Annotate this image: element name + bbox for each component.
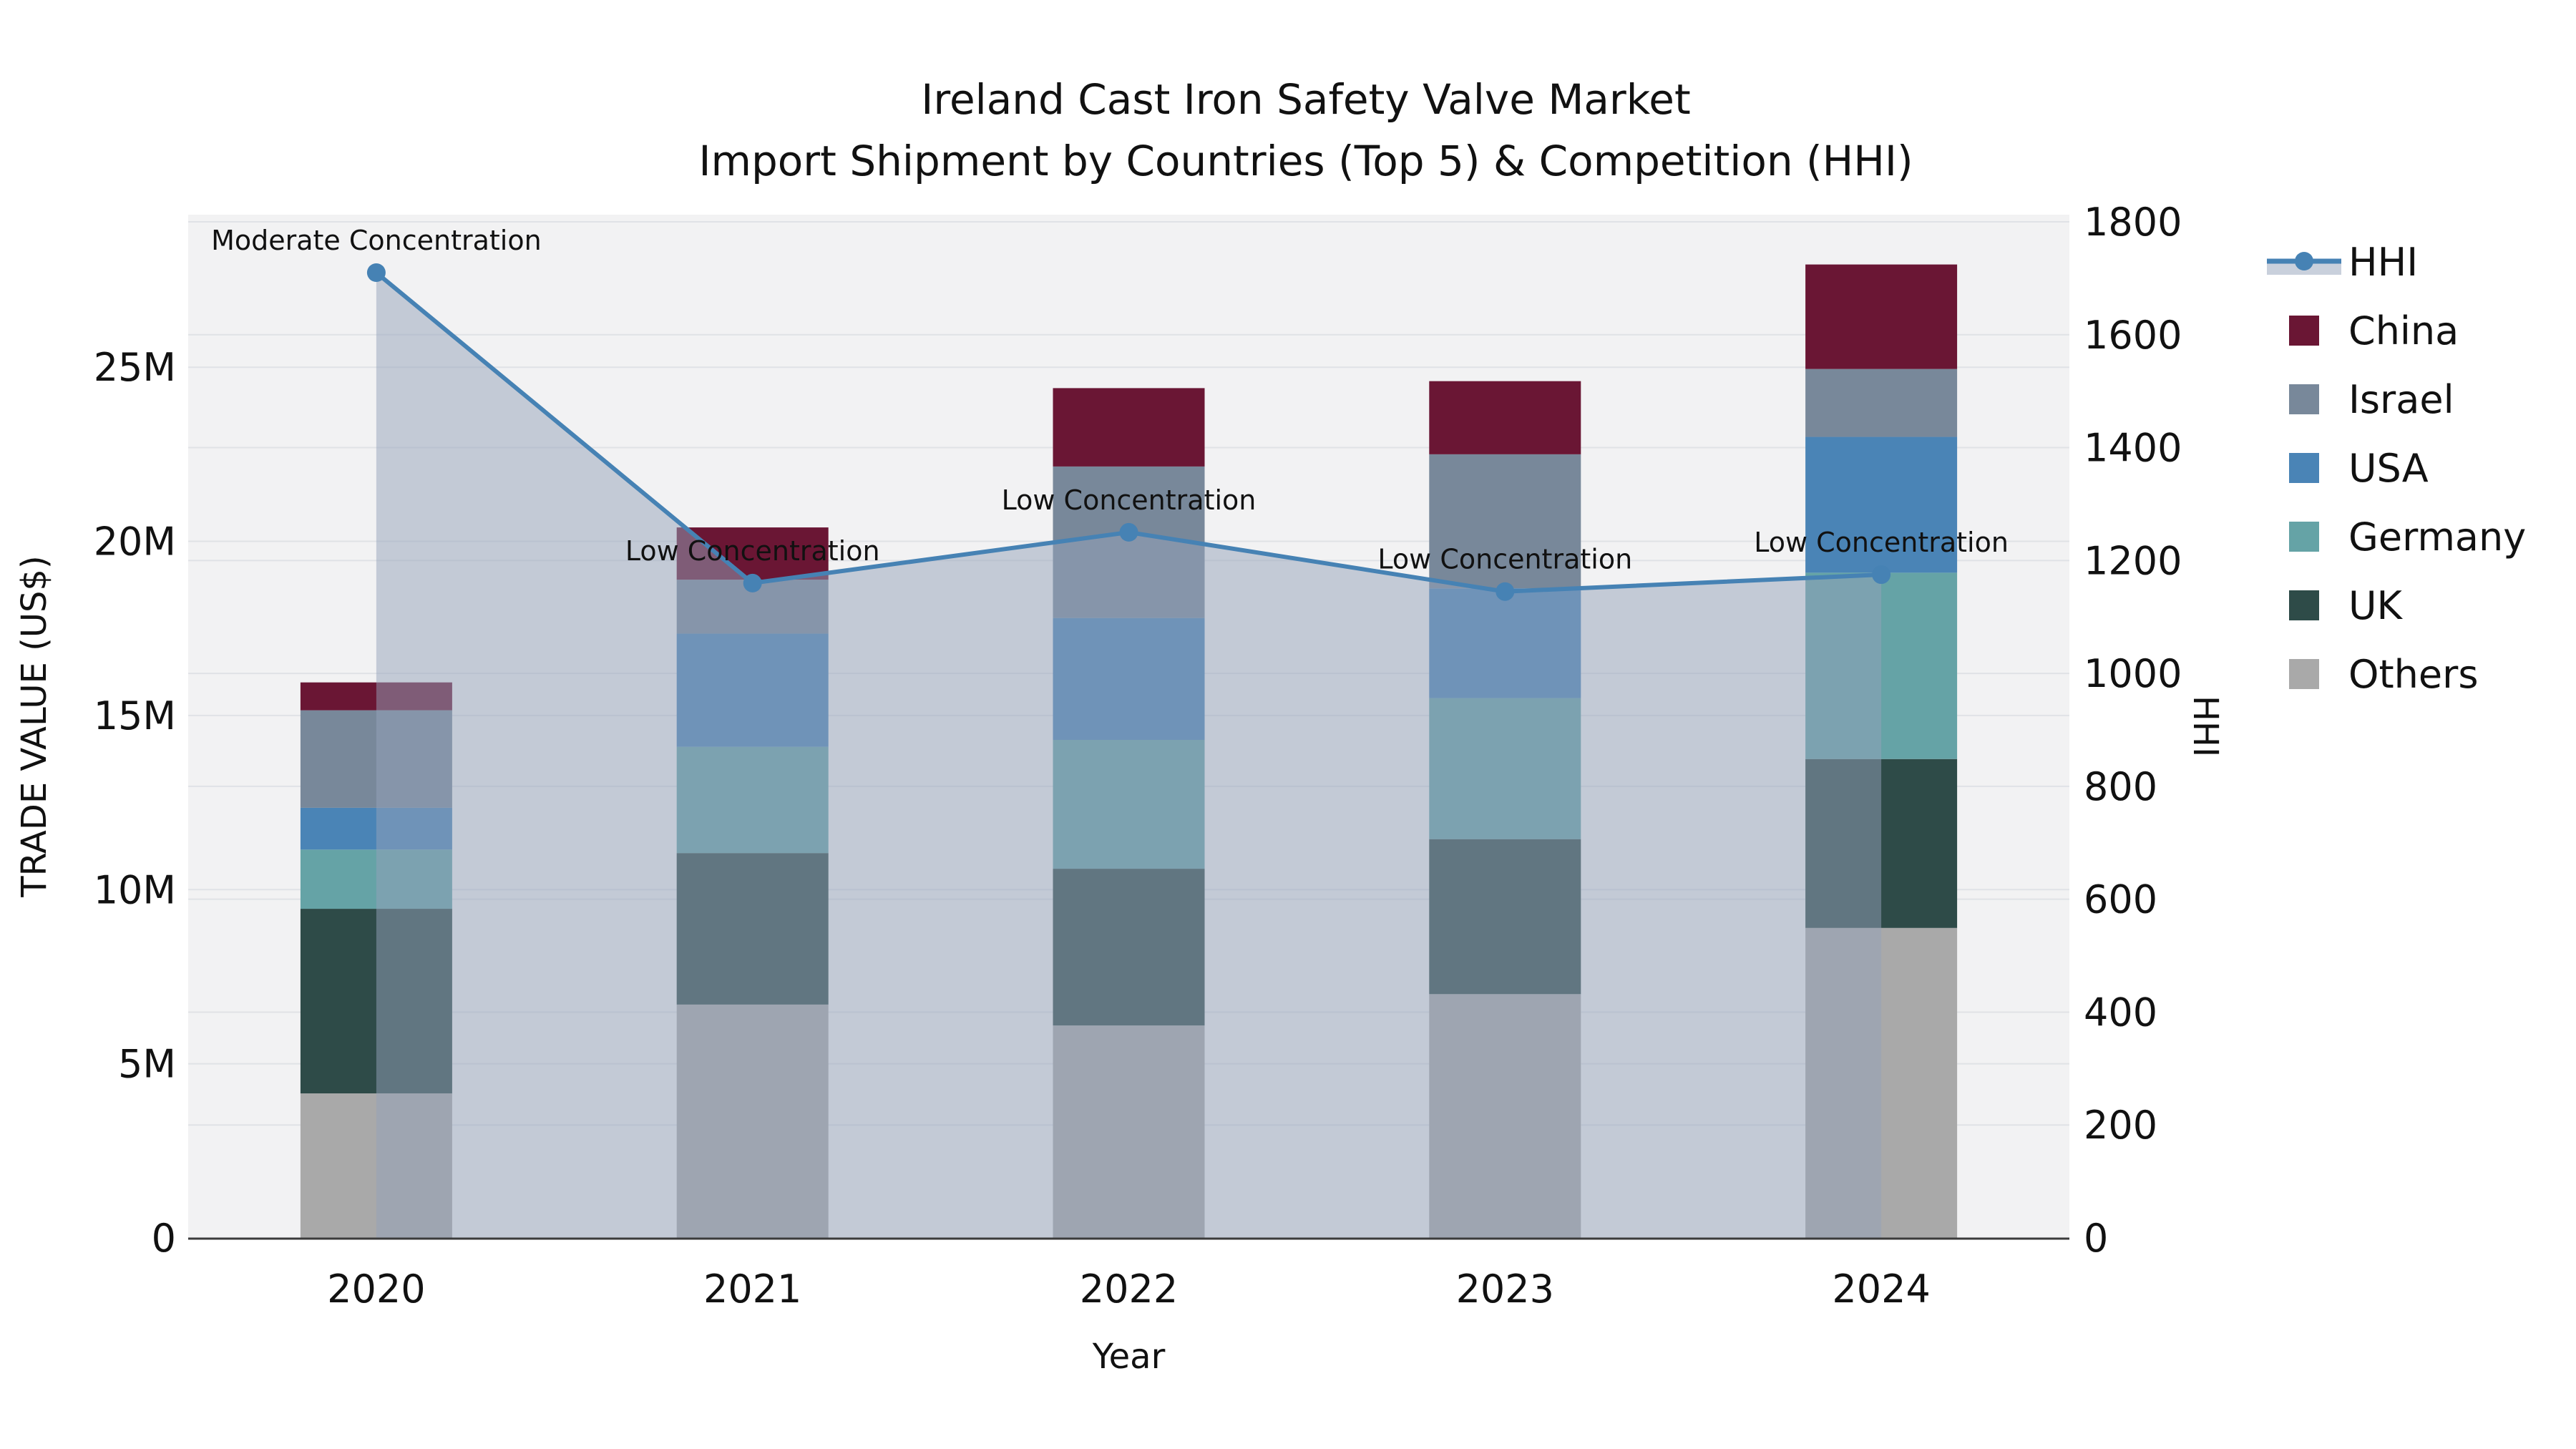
legend-item-israel[interactable]: Israel [2267,365,2526,434]
y-left-tick-label-25M: 25M [94,345,176,390]
legend-swatch-icon [2267,522,2341,552]
legend-color-usa [2289,453,2319,483]
bar-segment-2024-usa[interactable] [1805,436,1958,573]
chart-title: Ireland Cast Iron Safety Valve Market Im… [0,69,2576,192]
hhi-marker-2024[interactable] [1872,565,1891,585]
hhi-marker-2021[interactable] [743,573,762,592]
y-right-tick-label-600: 600 [2084,877,2157,922]
x-tick-label-2024: 2024 [1832,1267,1930,1312]
hhi-marker-2022[interactable] [1119,522,1138,542]
y-right-tick-label-1400: 1400 [2084,426,2182,471]
y-right-tick-label-1000: 1000 [2084,651,2182,696]
y-right-tick-label-400: 400 [2084,990,2157,1035]
y-left-tick-label-0: 0 [152,1216,176,1261]
annotation-2021: Low Concentration [625,535,880,567]
legend-item-china[interactable]: China [2267,296,2526,365]
legend-item-hhi[interactable]: HHI [2267,228,2526,296]
y-left-tick-label-20M: 20M [94,519,176,565]
hhi-marker-2023[interactable] [1496,582,1515,601]
bar-segment-2023-israel[interactable] [1429,454,1581,589]
y-right-tick-label-0: 0 [2084,1216,2108,1261]
legend-swatch-icon [2267,316,2341,346]
hhi-legend-sample [2267,252,2341,275]
y-right-tick-label-1600: 1600 [2084,313,2182,358]
hhi-line-icon [2267,245,2341,279]
x-tick-label-2020: 2020 [327,1267,425,1312]
legend-label-others: Others [2348,651,2479,697]
x-tick-label-2022: 2022 [1080,1267,1178,1312]
y-left-tick-label-15M: 15M [94,693,176,738]
y-right-tick-label-1800: 1800 [2084,200,2182,245]
annotation-2022: Low Concentration [1002,484,1257,516]
y-right-tick-label-1200: 1200 [2084,538,2182,583]
chart-title-line2: Import Shipment by Countries (Top 5) & C… [698,137,1913,185]
legend-label-china: China [2348,308,2459,353]
bar-segment-2022-china[interactable] [1053,388,1205,467]
legend-swatch-icon [2267,659,2341,689]
legend: HHI China Israel USA Germany UK Others [2267,228,2526,708]
legend-item-usa[interactable]: USA [2267,434,2526,502]
x-tick-label-2023: 2023 [1456,1267,1554,1312]
legend-label-israel: Israel [2348,376,2454,422]
legend-color-china [2289,316,2319,346]
legend-label-uk: UK [2348,582,2402,628]
y-right-tick-label-200: 200 [2084,1103,2157,1148]
y-right-tick-label-800: 800 [2084,764,2157,809]
y-left-tick-label-10M: 10M [94,867,176,912]
bar-segment-2023-china[interactable] [1429,381,1581,454]
hhi-marker-2020[interactable] [366,263,386,282]
hhi-fill-area [376,273,1882,1238]
legend-swatch-icon [2267,384,2341,414]
legend-label-germany: Germany [2348,514,2527,560]
chart-title-line1: Ireland Cast Iron Safety Valve Market [921,75,1691,124]
legend-swatch-icon [2267,590,2341,620]
legend-label-hhi: HHI [2348,239,2419,285]
legend-color-germany [2289,522,2319,552]
bar-segment-2024-israel[interactable] [1805,369,1958,437]
legend-item-germany[interactable]: Germany [2267,502,2526,571]
legend-swatch-icon [2267,453,2341,483]
y-left-axis-title: TRADE VALUE (US$) [14,555,54,897]
legend-item-uk[interactable]: UK [2267,571,2526,640]
x-axis-title: Year [1092,1337,1166,1377]
annotation-2020: Moderate Concentration [211,225,542,256]
legend-color-uk [2289,590,2319,620]
annotation-2024: Low Concentration [1754,527,2009,558]
bar-segment-2024-china[interactable] [1805,264,1958,369]
legend-label-usa: USA [2348,445,2429,491]
annotation-2023: Low Concentration [1377,544,1632,575]
legend-color-others [2289,659,2319,689]
y-left-tick-label-5M: 5M [118,1042,176,1087]
legend-item-others[interactable]: Others [2267,640,2526,708]
legend-color-israel [2289,384,2319,414]
y-right-axis-title: HHI [2185,695,2225,758]
x-tick-label-2021: 2021 [703,1267,801,1312]
